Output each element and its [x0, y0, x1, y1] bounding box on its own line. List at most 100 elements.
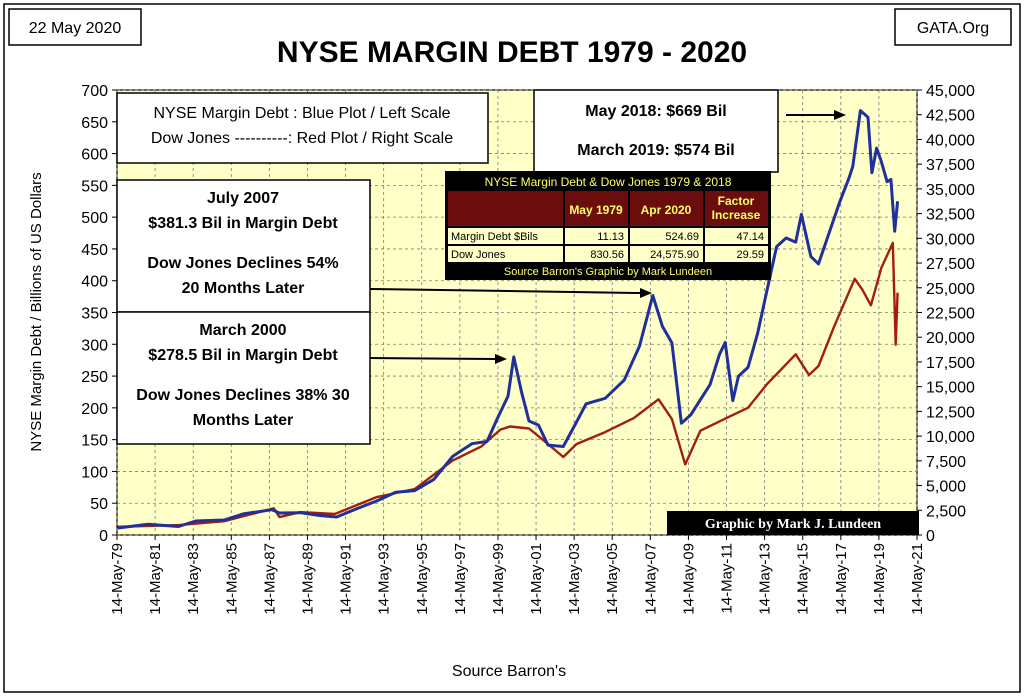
- x-tick-label-10: 14-May-99: [490, 543, 507, 615]
- x-tick-label-8: 14-May-95: [414, 543, 431, 615]
- y2-tick-label-2: 5,000: [926, 479, 966, 496]
- y2-tick-label-18: 45,000: [926, 83, 975, 100]
- march-2019-label: March 2019: $574 Bil: [577, 142, 734, 159]
- x-tick-label-7: 14-May-93: [376, 543, 393, 615]
- x-tick-label-0: 14-May-79: [109, 543, 126, 615]
- factor-header-line-1: Factor: [718, 194, 755, 208]
- y-tick-label-7: 350: [81, 306, 108, 323]
- x-tick-label-11: 14-May-01: [528, 543, 545, 615]
- legend-line-2: Dow Jones ----------: Red Plot / Right S…: [151, 130, 453, 147]
- arrow-march-2000: [369, 357, 496, 360]
- table-cell-r0c2: [630, 228, 703, 244]
- factor-header-line-2: Increase: [712, 208, 761, 222]
- y-tick-label-8: 400: [81, 274, 108, 291]
- table-header-cell-2: [630, 191, 703, 226]
- table-row-dow-2020: 24,575.90: [650, 249, 699, 261]
- date-box: 22 May 2020: [8, 8, 142, 46]
- y-tick-label-11: 550: [81, 178, 108, 195]
- table-cell-r0c3: [705, 228, 768, 244]
- y-tick-label-6: 300: [81, 337, 108, 354]
- table-title: NYSE Margin Debt & Dow Jones 1979 & 2018: [485, 175, 732, 189]
- table-header-factor-increase: Factor Increase: [712, 194, 761, 222]
- y2-tick-label-7: 17,500: [926, 355, 975, 372]
- y2-tick-label-1: 2,500: [926, 503, 966, 520]
- july-2007-line-3: Dow Jones Declines 54%: [147, 255, 338, 272]
- march-2000-line-3: Dow Jones Declines 38% 30: [136, 387, 350, 404]
- arrow-head-may-2018: [834, 110, 846, 120]
- x-tick-label-17: 14-May-13: [757, 543, 774, 615]
- arrow-head-july-2007: [640, 288, 652, 298]
- date-label: 22 May 2020: [29, 20, 122, 37]
- x-tick-label-14: 14-May-07: [642, 543, 659, 615]
- table-row-margin-debt-2020: 524.69: [665, 231, 699, 243]
- y2-tick-label-11: 27,500: [926, 256, 975, 273]
- arrow-july-2007: [369, 288, 641, 294]
- credit-box: Graphic by Mark J. Lundeen: [667, 511, 919, 535]
- table-cell-r1c0: [448, 246, 563, 262]
- arrow-head-march-2000: [495, 354, 507, 364]
- july-2007-line-2: $381.3 Bil in Margin Debt: [148, 215, 338, 232]
- y2-tick-label-15: 37,500: [926, 157, 975, 174]
- table-header-may-1979: May 1979: [569, 203, 623, 217]
- y2-tick-label-3: 7,500: [926, 454, 966, 471]
- annotation-march-2000: March 2000 $278.5 Bil in Margin Debt Dow…: [116, 311, 371, 445]
- x-tick-label-1: 14-May-81: [147, 543, 164, 615]
- y2-tick-label-8: 20,000: [926, 330, 975, 347]
- series-layer: [117, 109, 900, 530]
- site-label: GATA.Org: [917, 20, 989, 37]
- x-tick-label-18: 14-May-15: [795, 543, 812, 615]
- x-tick-label-13: 14-May-05: [604, 543, 621, 615]
- y-tick-label-14: 700: [81, 83, 108, 100]
- y-tick-label-9: 450: [81, 242, 108, 259]
- x-tick-label-15: 14-May-09: [680, 543, 697, 615]
- y-tick-label-10: 500: [81, 210, 108, 227]
- y2-tick-label-0: 0: [926, 528, 935, 545]
- y-tick-label-4: 200: [81, 401, 108, 418]
- annotation-may-2018: May 2018: $669 Bil March 2019: $574 Bil: [533, 89, 779, 173]
- y2-tick-label-12: 30,000: [926, 231, 975, 248]
- x-tick-label-6: 14-May-91: [338, 543, 355, 615]
- summary-table: NYSE Margin Debt & Dow Jones 1979 & 2018…: [445, 171, 771, 280]
- y2-tick-label-6: 15,000: [926, 380, 975, 397]
- y2-tick-label-14: 35,000: [926, 182, 975, 199]
- table-header-cell-1: [565, 191, 628, 226]
- table-header-cell-3: [705, 191, 768, 226]
- y2-tick-label-17: 42,500: [926, 108, 975, 125]
- y2-tick-label-16: 40,000: [926, 132, 975, 149]
- x-tick-label-20: 14-May-19: [871, 543, 888, 615]
- y-tick-label-1: 50: [90, 496, 108, 513]
- legend-box: NYSE Margin Debt : Blue Plot / Left Scal…: [116, 92, 489, 164]
- x-tick-label-3: 14-May-85: [223, 543, 240, 615]
- x-axis-title: Source Barron's: [452, 663, 566, 680]
- chart-title: NYSE MARGIN DEBT 1979 - 2020: [277, 36, 747, 69]
- table-row-margin-debt-factor: 47.14: [736, 231, 764, 243]
- y2-tick-label-10: 25,000: [926, 281, 975, 298]
- table-cell-r0c0: [448, 228, 563, 244]
- legend-line-1: NYSE Margin Debt : Blue Plot / Left Scal…: [153, 105, 450, 122]
- x-tick-label-16: 14-May-11: [719, 543, 736, 614]
- july-2007-line-4: 20 Months Later: [182, 280, 305, 297]
- table-row-dow-label: Dow Jones: [451, 249, 506, 261]
- x-tick-label-5: 14-May-89: [299, 543, 316, 615]
- annotation-july-2007: July 2007 $381.3 Bil in Margin Debt Dow …: [116, 179, 371, 313]
- y-tick-label-13: 650: [81, 115, 108, 132]
- x-tick-label-9: 14-May-97: [452, 543, 469, 615]
- series-line-margin-debt: [117, 109, 900, 530]
- credit-label: Graphic by Mark J. Lundeen: [705, 517, 881, 532]
- march-2000-line-2: $278.5 Bil in Margin Debt: [148, 347, 338, 364]
- y-tick-label-2: 100: [81, 464, 108, 481]
- table-row-margin-debt-1979: 11.13: [597, 231, 624, 243]
- annotation-arrows: [369, 110, 846, 364]
- y-tick-label-12: 600: [81, 147, 108, 164]
- y-tick-label-0: 0: [99, 528, 108, 545]
- may-2018-peak-label: May 2018: $669 Bil: [585, 103, 726, 120]
- credit-background: [667, 511, 919, 535]
- y-tick-label-5: 250: [81, 369, 108, 386]
- table-row-margin-debt-label: Margin Debt $Bils: [451, 231, 538, 243]
- x-tick-label-12: 14-May-03: [566, 543, 583, 615]
- july-2007-line-1: July 2007: [207, 190, 279, 207]
- x-tick-label-4: 14-May-87: [261, 543, 278, 615]
- series-line-dow-jones: [117, 241, 899, 528]
- table-source: Source Barron's Graphic by Mark Lundeen: [504, 266, 712, 278]
